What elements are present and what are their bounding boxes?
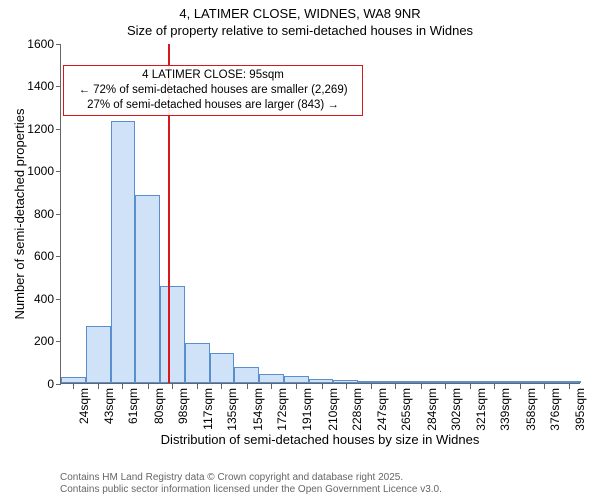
callout-box: 4 LATIMER CLOSE: 95sqm← 72% of semi-deta…: [63, 65, 363, 116]
histogram-bar: [234, 367, 259, 383]
histogram-bar: [532, 381, 557, 383]
chart-title: 4, LATIMER CLOSE, WIDNES, WA8 9NR Size o…: [0, 0, 600, 40]
x-axis-label: Distribution of semi-detached houses by …: [60, 432, 580, 474]
x-tick-label: 395sqm: [573, 388, 587, 431]
histogram-bar: [482, 381, 507, 383]
histogram-bar: [433, 381, 458, 383]
attribution-line2: Contains public sector information licen…: [60, 484, 442, 496]
histogram-bar: [185, 343, 210, 382]
histogram-bar: [259, 374, 284, 383]
x-tick-label: 358sqm: [524, 388, 538, 431]
x-tick-label: 210sqm: [326, 388, 340, 431]
histogram-bar: [135, 195, 160, 383]
callout-line2: ← 72% of semi-detached houses are smalle…: [70, 83, 356, 98]
callout-line1: 4 LATIMER CLOSE: 95sqm: [70, 68, 356, 83]
x-tick-label: 247sqm: [375, 388, 389, 431]
plot-area: 0200400600800100012001400160024sqm43sqm6…: [60, 44, 580, 384]
attribution-line1: Contains HM Land Registry data © Crown c…: [60, 472, 442, 484]
x-tick-label: 321sqm: [474, 388, 488, 431]
x-tick-label: 117sqm: [201, 388, 215, 430]
histogram-bar: [210, 353, 235, 383]
x-tick-label: 135sqm: [225, 388, 239, 431]
x-tick-label: 154sqm: [251, 388, 265, 431]
y-tick-label: 400: [14, 292, 54, 306]
histogram-bar: [408, 381, 433, 383]
histogram-bar: [160, 286, 185, 383]
y-tick-label: 1600: [14, 37, 54, 51]
x-tick-label: 191sqm: [300, 388, 314, 431]
x-tick-label: 61sqm: [126, 388, 140, 424]
title-line1: 4, LATIMER CLOSE, WIDNES, WA8 9NR: [0, 6, 600, 23]
y-tick-label: 600: [14, 249, 54, 263]
x-tick-label: 43sqm: [102, 388, 116, 424]
y-tick-label: 1000: [14, 164, 54, 178]
histogram-bar: [383, 381, 408, 383]
y-tick-label: 1400: [14, 79, 54, 93]
x-tick-label: 80sqm: [152, 388, 166, 424]
histogram-bar: [333, 380, 358, 383]
x-tick-label: 265sqm: [399, 388, 413, 431]
attribution: Contains HM Land Registry data © Crown c…: [60, 472, 442, 496]
callout-line3: 27% of semi-detached houses are larger (…: [70, 98, 356, 113]
x-tick-label: 172sqm: [275, 388, 289, 431]
x-tick-label: 24sqm: [77, 388, 91, 424]
histogram-bar: [507, 381, 532, 383]
x-tick-label: 339sqm: [498, 388, 512, 431]
title-line2: Size of property relative to semi-detach…: [0, 23, 600, 40]
histogram-bar: [358, 381, 383, 383]
histogram-bar: [556, 381, 581, 383]
histogram-bar: [309, 379, 334, 383]
histogram-bar: [61, 377, 86, 382]
x-tick-label: 302sqm: [449, 388, 463, 431]
y-tick-label: 0: [14, 377, 54, 391]
histogram-bar: [284, 376, 309, 382]
x-tick-label: 98sqm: [176, 388, 190, 424]
x-tick-label: 376sqm: [548, 388, 562, 431]
histogram-bar: [86, 326, 111, 382]
x-tick-label: 228sqm: [350, 388, 364, 431]
y-tick-label: 800: [14, 207, 54, 221]
x-tick-label: 284sqm: [425, 388, 439, 431]
chart-container: Number of semi-detached properties 02004…: [60, 44, 580, 424]
y-tick-label: 1200: [14, 122, 54, 136]
y-tick-label: 200: [14, 334, 54, 348]
histogram-bar: [111, 121, 136, 382]
histogram-bar: [457, 381, 482, 383]
